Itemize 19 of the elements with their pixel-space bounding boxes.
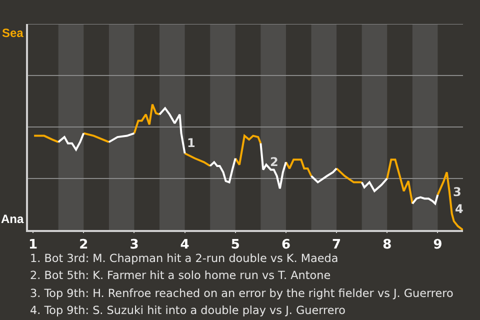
x-tick-label: 9 [433,238,442,253]
text: 1. Bot 3rd: M. Chapman hit a 2-run double vs K. Maeda [30,252,338,265]
x-tick-label: 3 [130,238,139,253]
text: Ana [1,212,24,226]
x-tick-label: 1 [28,238,38,253]
annotation: 4 [455,202,464,216]
x-tick-label: 8 [382,238,392,253]
text: 2. Bot 5th: K. Farmer hit a solo home run vs T. Antone [30,269,331,282]
x-tick-label: 7 [332,238,342,253]
text: 3. Top 9th: H. Renfroe reached on an error by the right fielder vs J. Guerrero [30,287,454,300]
x-tick-label: 2 [79,238,88,253]
text: 4. Top 9th: S. Suzuki hit into a double play vs J. Guerrero [30,304,346,317]
x-tick-label: 4 [180,238,190,253]
annotation: 1 [187,136,196,150]
x-tick-label: 5 [230,238,240,253]
x-tick-label: 6 [281,238,290,253]
annotation: 3 [453,185,462,199]
annotation: 2 [270,155,278,169]
text: Sea [2,26,24,40]
